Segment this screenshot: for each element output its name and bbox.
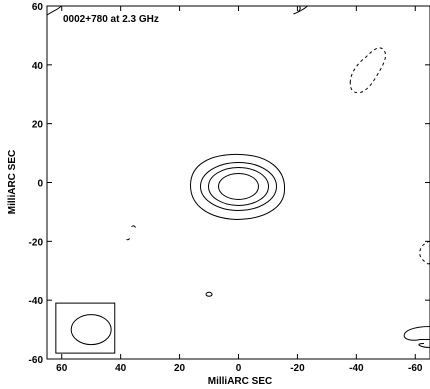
x-tick-label: 0 bbox=[236, 363, 242, 374]
core-contour-outer bbox=[189, 153, 286, 220]
negative-contour bbox=[349, 47, 387, 94]
core-contour-2 bbox=[200, 161, 277, 211]
x-tick-label: -60 bbox=[408, 363, 423, 374]
small-contour bbox=[126, 225, 136, 241]
x-tick-label: -40 bbox=[349, 363, 364, 374]
x-tick-label: 60 bbox=[56, 363, 68, 374]
y-tick-label: 60 bbox=[32, 2, 44, 13]
beam-box bbox=[55, 302, 116, 354]
x-tick-label: 40 bbox=[115, 363, 127, 374]
tick-labels: 60 40 20 0 -20 -40 -60 60 40 20 0 -20 -40 -60 bbox=[29, 2, 423, 374]
plot-area bbox=[46, 5, 430, 360]
edge-contour bbox=[403, 325, 430, 348]
y-tick-label: -60 bbox=[29, 355, 44, 366]
core-contour-3 bbox=[208, 166, 269, 206]
y-tick-label: 0 bbox=[37, 179, 43, 190]
y-axis-label: MilliARC SEC bbox=[7, 150, 18, 214]
y-tick-label: -40 bbox=[29, 296, 44, 307]
x-tick-label: -20 bbox=[290, 363, 305, 374]
edge-contour bbox=[46, 5, 62, 16]
y-tick-label: -20 bbox=[29, 237, 44, 248]
edge-contour bbox=[419, 240, 430, 265]
x-axis-label: MilliARC SEC bbox=[208, 376, 272, 387]
y-tick-label: 20 bbox=[32, 120, 44, 131]
contours bbox=[46, 5, 430, 354]
small-contour bbox=[205, 291, 213, 297]
x-tick-label: 20 bbox=[174, 363, 186, 374]
edge-contour bbox=[293, 5, 308, 15]
core-contour-inner bbox=[218, 172, 259, 200]
beam-ellipse bbox=[70, 314, 112, 346]
plot-frame bbox=[46, 5, 430, 360]
chart-title: 0002+780 at 2.3 GHz bbox=[63, 14, 159, 25]
y-tick-label: 40 bbox=[32, 61, 44, 72]
ticks bbox=[47, 5, 430, 360]
